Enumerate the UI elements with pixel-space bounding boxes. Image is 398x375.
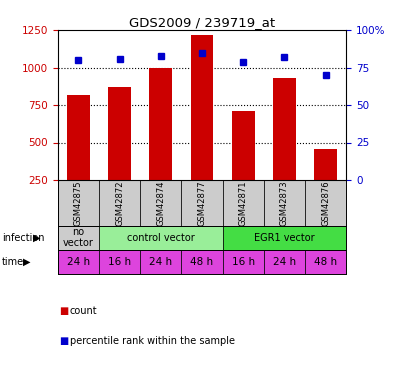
Text: GSM42877: GSM42877 <box>197 180 207 226</box>
Title: GDS2009 / 239719_at: GDS2009 / 239719_at <box>129 16 275 29</box>
Bar <box>67 94 90 180</box>
Text: ▶: ▶ <box>23 257 31 267</box>
Bar <box>181 180 222 225</box>
Text: GSM42875: GSM42875 <box>74 180 83 225</box>
Bar <box>108 87 131 180</box>
Text: 24 h: 24 h <box>273 257 296 267</box>
Text: 48 h: 48 h <box>314 257 337 267</box>
Text: 24 h: 24 h <box>67 257 90 267</box>
Bar <box>232 111 255 180</box>
Text: 24 h: 24 h <box>149 257 172 267</box>
Bar <box>314 149 337 180</box>
Text: ▶: ▶ <box>33 232 40 243</box>
Text: 16 h: 16 h <box>108 257 131 267</box>
Bar <box>58 225 99 250</box>
Bar <box>305 250 346 274</box>
Bar <box>149 68 172 180</box>
Bar <box>140 250 181 274</box>
Bar <box>264 250 305 274</box>
Bar <box>222 225 346 250</box>
Bar <box>99 250 140 274</box>
Bar <box>58 180 99 225</box>
Bar <box>140 180 181 225</box>
Text: EGR1 vector: EGR1 vector <box>254 232 315 243</box>
Bar <box>191 34 213 180</box>
Bar <box>305 180 346 225</box>
Text: time: time <box>2 257 24 267</box>
Text: no
vector: no vector <box>63 227 94 248</box>
Text: 16 h: 16 h <box>232 257 255 267</box>
Text: GSM42876: GSM42876 <box>321 180 330 226</box>
Text: percentile rank within the sample: percentile rank within the sample <box>70 336 235 346</box>
Text: control vector: control vector <box>127 232 195 243</box>
Text: infection: infection <box>2 232 45 243</box>
Bar <box>222 180 264 225</box>
Bar <box>58 250 99 274</box>
Bar <box>99 180 140 225</box>
Text: GSM42872: GSM42872 <box>115 180 124 225</box>
Bar <box>264 180 305 225</box>
Bar <box>273 78 296 180</box>
Text: ■: ■ <box>59 306 68 316</box>
Text: 48 h: 48 h <box>190 257 214 267</box>
Bar <box>222 250 264 274</box>
Bar <box>181 250 222 274</box>
Text: ■: ■ <box>59 336 68 346</box>
Text: GSM42871: GSM42871 <box>239 180 248 225</box>
Text: GSM42873: GSM42873 <box>280 180 289 226</box>
Bar <box>99 225 222 250</box>
Text: GSM42874: GSM42874 <box>156 180 165 225</box>
Text: count: count <box>70 306 97 316</box>
